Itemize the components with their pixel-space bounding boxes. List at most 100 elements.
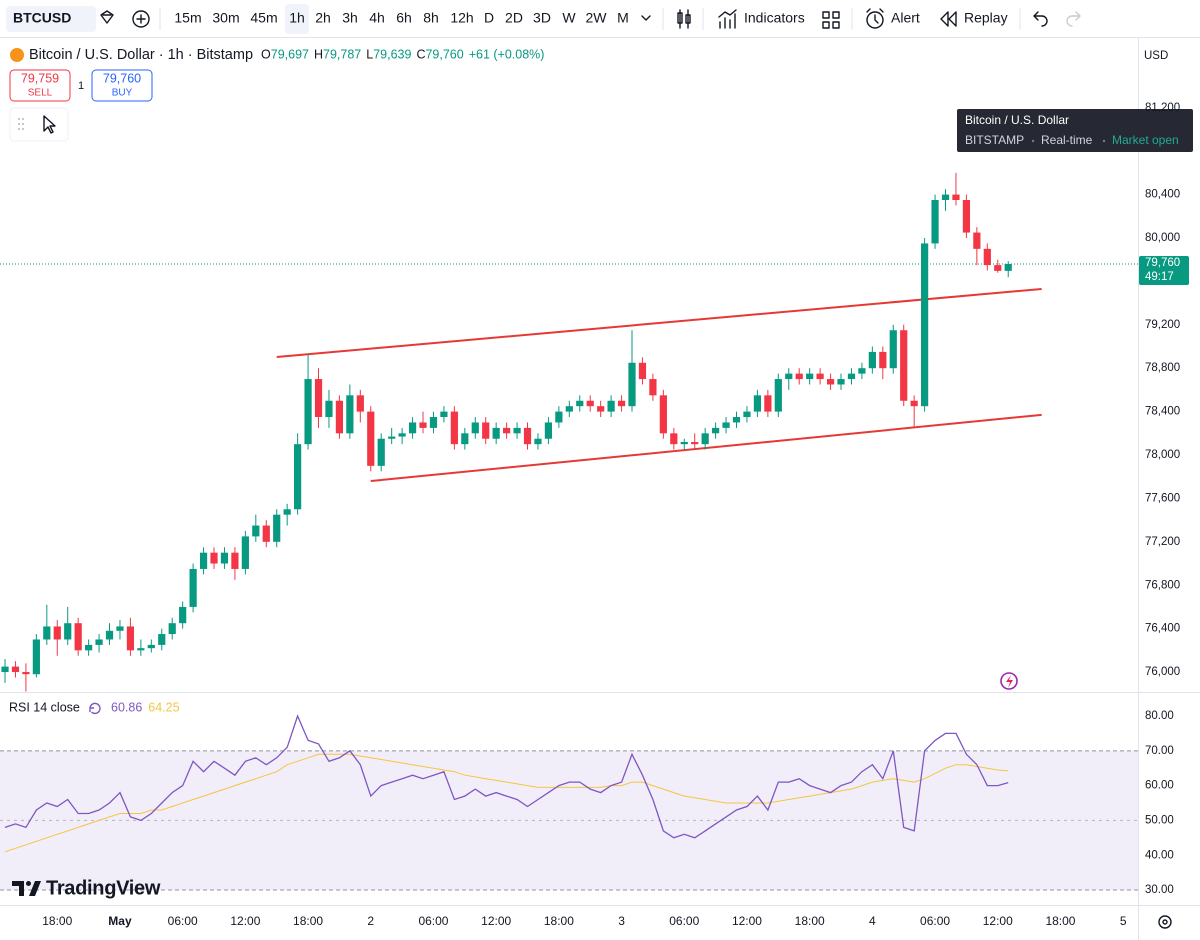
- settings-button[interactable]: [1158, 915, 1172, 929]
- time-tick-label: May: [108, 914, 132, 928]
- axes: 81,20080,40080,00079,20078,80078,40078,0…: [0, 38, 1200, 940]
- candle-body: [795, 373, 803, 380]
- time-tick-label: 06:00: [168, 914, 198, 928]
- buy-button[interactable]: [91, 69, 153, 102]
- candle-body: [471, 422, 479, 434]
- interval-button[interactable]: 8h: [423, 10, 439, 26]
- interval-button[interactable]: 3D: [533, 10, 551, 26]
- interval-button[interactable]: 12h: [450, 10, 473, 26]
- drag-handle[interactable]: [18, 118, 24, 130]
- time-tick-label: 12:00: [230, 914, 260, 928]
- price-tick-label: 79,200: [1145, 319, 1180, 331]
- drawing-toolbar: [9, 107, 69, 142]
- candle-body: [701, 433, 709, 445]
- interval-button[interactable]: 1h: [289, 10, 305, 26]
- interval-button[interactable]: 15m: [174, 10, 201, 26]
- candle-body: [85, 644, 93, 651]
- time-tick-label: 18:00: [544, 914, 574, 928]
- symbol-icon[interactable]: [100, 10, 114, 24]
- rsi-settings-icon[interactable]: [89, 702, 101, 715]
- interval-button[interactable]: 4h: [369, 10, 385, 26]
- interval-button[interactable]: 3h: [342, 10, 358, 26]
- candle-body: [262, 525, 270, 542]
- candle-body: [74, 623, 82, 651]
- interval-button[interactable]: 2h: [315, 10, 331, 26]
- interval-button[interactable]: M: [617, 10, 629, 26]
- symbol-box[interactable]: [6, 6, 96, 32]
- alert-button[interactable]: Alert: [891, 10, 920, 26]
- candle-body: [231, 552, 239, 569]
- candle-body: [962, 200, 971, 233]
- indicators-icon[interactable]: [718, 9, 737, 29]
- rsi-tick-label: 40.00: [1145, 849, 1174, 861]
- price-tick-label: 80,000: [1145, 232, 1180, 244]
- rsi-tick-label: 80.00: [1145, 710, 1174, 722]
- sell-price[interactable]: 79,759: [21, 71, 59, 85]
- undo-button[interactable]: [1033, 11, 1048, 27]
- toolbar-bg: [0, 0, 1200, 37]
- time-tick-label: 18:00: [795, 914, 825, 928]
- trend-line: [370, 413, 1042, 483]
- candle-body: [889, 330, 897, 369]
- currency-box[interactable]: [1140, 45, 1174, 67]
- cursor-tool[interactable]: [43, 115, 56, 134]
- candle-body: [356, 395, 364, 412]
- candle-body: [503, 427, 511, 434]
- candle-body: [419, 422, 427, 428]
- chart-type-button[interactable]: [677, 9, 691, 29]
- price-tick-label: 78,400: [1145, 406, 1180, 418]
- sell-label[interactable]: SELL: [28, 88, 53, 99]
- interval-button[interactable]: 6h: [396, 10, 412, 26]
- candle-body: [22, 672, 30, 675]
- interval-button[interactable]: 45m: [250, 10, 277, 26]
- candle-body: [670, 433, 678, 445]
- candle-body: [252, 525, 260, 537]
- sell-button[interactable]: [9, 69, 71, 102]
- candle-body: [429, 417, 438, 428]
- interval-button[interactable]: 30m: [212, 10, 239, 26]
- candle-body: [555, 411, 563, 423]
- price-tick-label: 76,800: [1145, 579, 1180, 591]
- interval-menu[interactable]: [641, 15, 651, 21]
- candle-body: [53, 626, 61, 640]
- tooltip-dot: [1102, 139, 1106, 143]
- symbol[interactable]: BTCUSD: [13, 10, 71, 26]
- time-tick-label: 4: [869, 914, 876, 928]
- alert-icon[interactable]: [866, 11, 884, 29]
- interval-button[interactable]: W: [562, 10, 576, 26]
- candle-body: [325, 400, 333, 418]
- candle-body: [283, 509, 291, 515]
- candle-body: [983, 248, 991, 266]
- buy-label[interactable]: BUY: [112, 88, 133, 99]
- candle-body: [43, 626, 51, 640]
- indicators-button[interactable]: Indicators: [744, 10, 805, 26]
- layouts-button[interactable]: [822, 11, 840, 29]
- candle-body: [659, 395, 667, 434]
- candle-body: [732, 417, 741, 423]
- compare-button[interactable]: [132, 10, 150, 28]
- candle-body: [910, 400, 918, 407]
- candle-body: [105, 630, 114, 640]
- buy-price[interactable]: 79,760: [103, 71, 141, 85]
- interval-button[interactable]: 2D: [505, 10, 523, 26]
- quantity: 1: [78, 80, 84, 92]
- candle-body: [597, 406, 605, 412]
- candle-body: [126, 626, 135, 651]
- candle-body: [638, 362, 647, 380]
- interval-button[interactable]: D: [484, 10, 494, 26]
- candle-body: [158, 634, 166, 645]
- candle-body: [513, 427, 521, 434]
- replay-icon[interactable]: [940, 11, 957, 27]
- currency[interactable]: USD: [1144, 50, 1168, 62]
- rsi-pane: [0, 714, 1138, 891]
- redo-button[interactable]: [1066, 11, 1081, 27]
- candle-body: [544, 422, 553, 439]
- time-tick-label: 12:00: [732, 914, 762, 928]
- interval-button[interactable]: 2W: [586, 10, 608, 26]
- candle-body: [534, 438, 542, 445]
- candle-body: [837, 379, 845, 385]
- lightning-icon[interactable]: [1000, 672, 1018, 690]
- replay-button[interactable]: Replay: [964, 10, 1008, 26]
